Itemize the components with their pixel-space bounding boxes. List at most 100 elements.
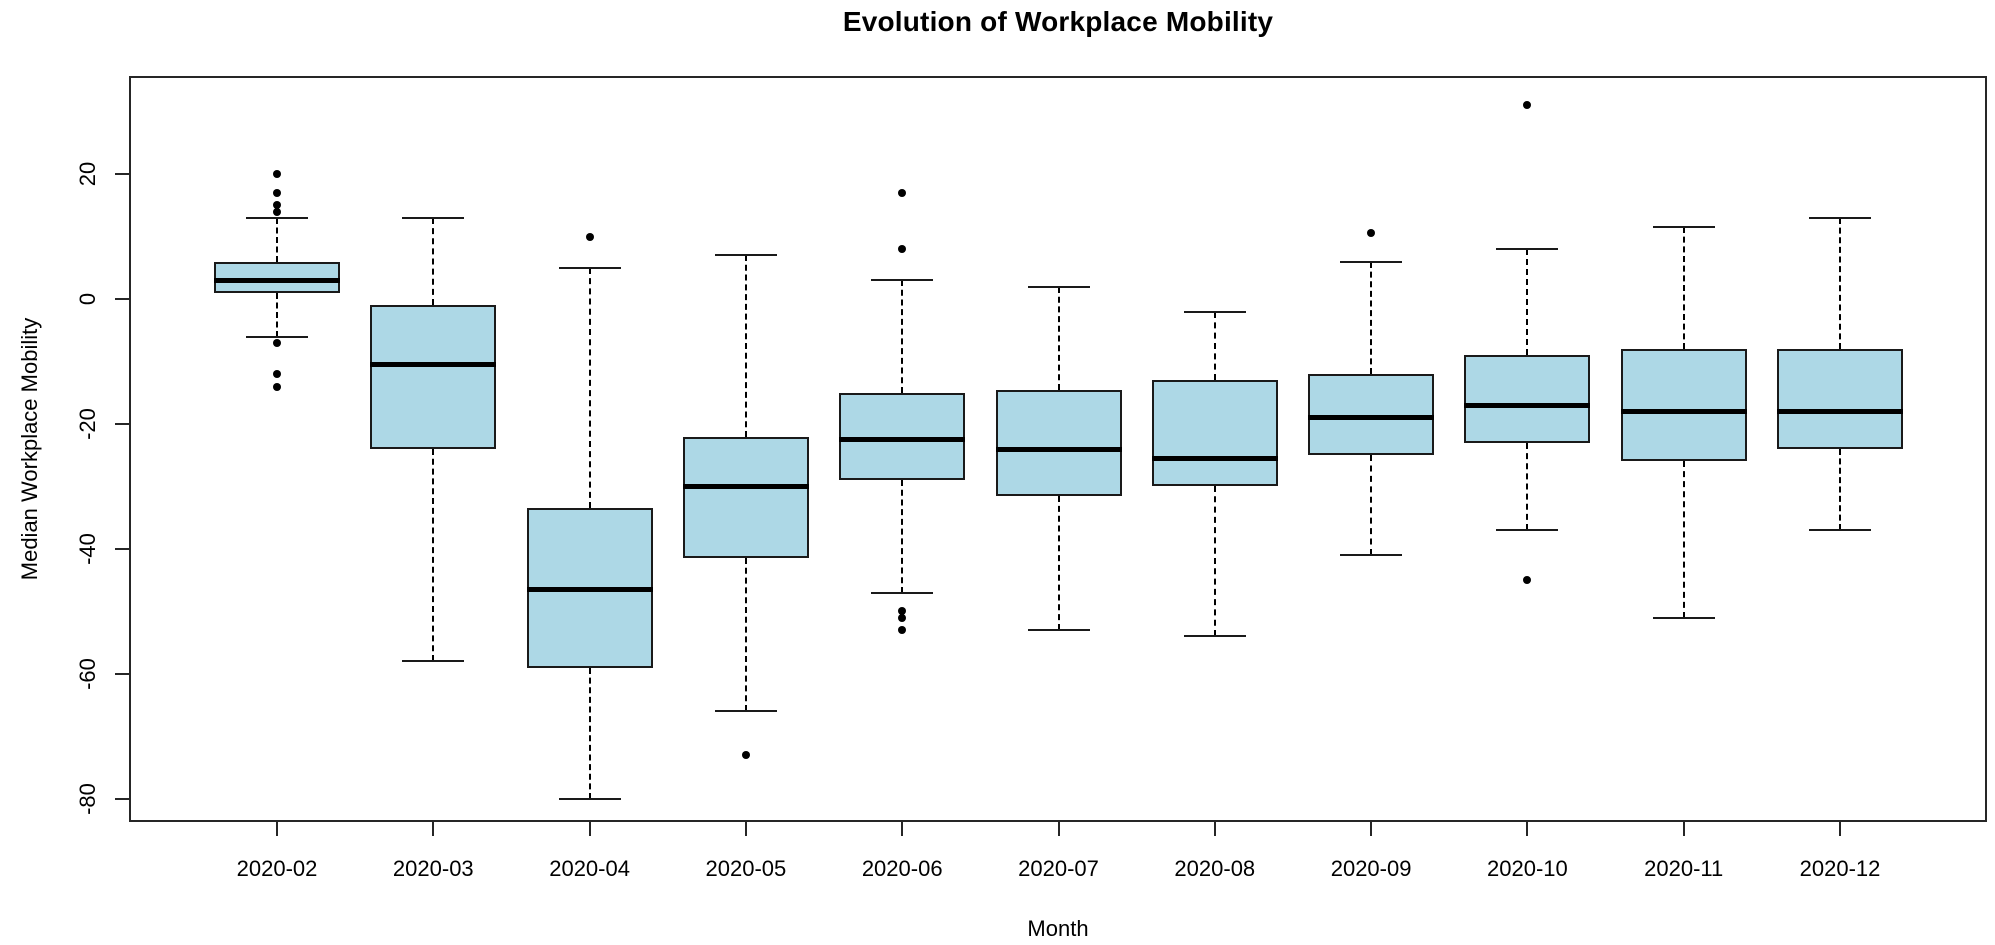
- x-axis-tick-label: 2020-06: [861, 856, 943, 881]
- upper-whisker-cap-2020-09: [1340, 260, 1403, 263]
- outlier-point-2020-10: [1523, 576, 1532, 585]
- x-axis-tick: [1057, 822, 1060, 836]
- lower-whisker-line-2020-05: [744, 558, 747, 712]
- median-line-2020-06: [839, 437, 966, 443]
- outlier-point-2020-05: [741, 751, 750, 760]
- box-2020-11: [1620, 349, 1747, 462]
- upper-whisker-line-2020-03: [432, 217, 435, 306]
- outlier-point-2020-02: [273, 207, 281, 216]
- x-axis-tick: [1370, 822, 1373, 836]
- x-axis-tick: [744, 822, 747, 836]
- outlier-point-2020-09: [1367, 229, 1376, 238]
- outlier-point-2020-06: [898, 245, 907, 254]
- upper-whisker-line-2020-06: [901, 280, 904, 393]
- median-line-2020-03: [370, 362, 497, 368]
- x-axis-tick-label: 2020-07: [1018, 856, 1099, 881]
- upper-whisker-cap-2020-02: [246, 216, 308, 219]
- outlier-point-2020-06: [898, 613, 907, 622]
- median-line-2020-11: [1620, 409, 1747, 414]
- x-axis-tick-label: 2020-10: [1487, 856, 1568, 881]
- upper-whisker-line-2020-10: [1526, 249, 1529, 356]
- lower-whisker-cap-2020-12: [1809, 529, 1871, 532]
- lower-whisker-line-2020-04: [588, 667, 591, 799]
- upper-whisker-line-2020-08: [1213, 311, 1216, 381]
- y-axis-tick-label: -40: [75, 533, 100, 565]
- box-2020-10: [1464, 355, 1591, 443]
- y-axis-tick: [115, 797, 129, 800]
- upper-whisker-line-2020-09: [1370, 261, 1373, 375]
- box-2020-02: [214, 261, 340, 293]
- lower-whisker-line-2020-09: [1370, 455, 1373, 556]
- median-line-2020-12: [1777, 409, 1903, 414]
- upper-whisker-line-2020-02: [276, 217, 278, 262]
- upper-whisker-cap-2020-08: [1183, 310, 1246, 313]
- upper-whisker-line-2020-11: [1682, 227, 1685, 350]
- x-axis-tick-label: 2020-05: [705, 856, 787, 881]
- chart-title: Evolution of Workplace Mobility: [842, 6, 1274, 37]
- box-2020-03: [370, 305, 497, 449]
- median-line-2020-10: [1464, 402, 1591, 408]
- upper-whisker-cap-2020-10: [1496, 248, 1559, 251]
- x-axis-tick: [1526, 822, 1529, 836]
- outlier-point-2020-04: [585, 232, 594, 241]
- upper-whisker-line-2020-12: [1839, 217, 1841, 350]
- lower-whisker-line-2020-07: [1057, 495, 1060, 631]
- y-axis-tick-label: 0: [75, 292, 100, 306]
- box-2020-08: [1151, 380, 1278, 487]
- median-line-2020-04: [526, 587, 653, 593]
- lower-whisker-line-2020-10: [1526, 442, 1529, 531]
- box-2020-07: [995, 389, 1122, 496]
- lower-whisker-cap-2020-04: [558, 797, 621, 800]
- outlier-point-2020-02: [273, 382, 281, 391]
- x-axis-tick-label: 2020-03: [392, 856, 474, 881]
- lower-whisker-line-2020-03: [432, 449, 435, 662]
- x-axis-tick-label: 2020-11: [1644, 856, 1724, 881]
- y-axis-tick: [115, 173, 129, 176]
- upper-whisker-line-2020-07: [1057, 286, 1060, 390]
- x-axis-tick: [1839, 822, 1841, 836]
- upper-whisker-line-2020-04: [588, 267, 591, 509]
- y-axis-tick-label: -20: [75, 408, 100, 440]
- upper-whisker-cap-2020-04: [558, 266, 621, 269]
- lower-whisker-line-2020-06: [901, 480, 904, 593]
- y-axis-title: Median Workplace Mobility: [17, 317, 42, 581]
- median-line-2020-08: [1151, 455, 1278, 461]
- lower-whisker-cap-2020-11: [1652, 616, 1715, 619]
- x-axis-tick-label: 2020-12: [1799, 856, 1881, 881]
- x-axis-tick: [1213, 822, 1216, 836]
- upper-whisker-cap-2020-07: [1027, 285, 1090, 288]
- x-axis-tick-label: 2020-08: [1174, 856, 1256, 881]
- lower-whisker-line-2020-12: [1839, 449, 1841, 531]
- lower-whisker-line-2020-08: [1213, 486, 1216, 637]
- upper-whisker-cap-2020-06: [871, 279, 934, 282]
- y-axis-tick: [115, 298, 129, 301]
- x-axis-tick: [432, 822, 435, 836]
- upper-whisker-cap-2020-11: [1652, 226, 1715, 229]
- lower-whisker-cap-2020-07: [1027, 629, 1090, 632]
- y-axis-tick-label: -80: [75, 782, 100, 815]
- x-axis-tick: [276, 822, 278, 836]
- y-axis-tick: [115, 547, 129, 550]
- median-line-2020-05: [682, 483, 809, 489]
- upper-whisker-line-2020-05: [744, 255, 747, 437]
- outlier-point-2020-02: [273, 201, 281, 210]
- lower-whisker-cap-2020-03: [402, 660, 465, 663]
- box-2020-05: [682, 436, 809, 559]
- lower-whisker-line-2020-02: [276, 292, 278, 337]
- upper-whisker-cap-2020-05: [714, 254, 777, 257]
- lower-whisker-cap-2020-05: [714, 710, 777, 713]
- y-axis-tick-label: 20: [75, 161, 100, 187]
- outlier-point-2020-02: [273, 338, 281, 347]
- outlier-point-2020-06: [898, 188, 907, 197]
- x-axis-tick: [901, 822, 904, 836]
- y-axis-tick: [115, 672, 129, 675]
- median-line-2020-02: [214, 277, 340, 283]
- lower-whisker-cap-2020-09: [1340, 554, 1403, 557]
- lower-whisker-cap-2020-08: [1183, 635, 1246, 638]
- outlier-point-2020-06: [898, 626, 907, 635]
- x-axis-tick: [588, 822, 591, 836]
- median-line-2020-09: [1308, 415, 1435, 421]
- box-2020-06: [839, 392, 966, 481]
- outlier-point-2020-02: [273, 170, 281, 179]
